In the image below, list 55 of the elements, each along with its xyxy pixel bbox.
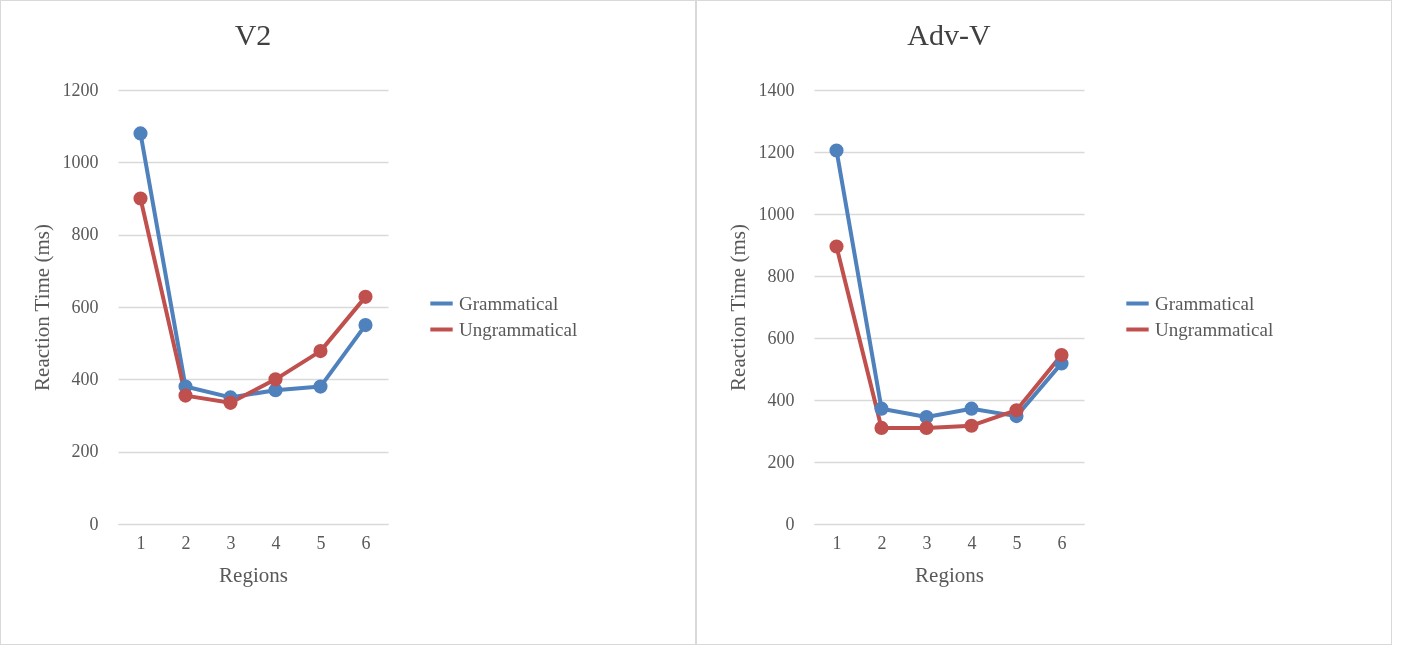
y-tick-label: 400: [71, 368, 99, 389]
point: [223, 395, 238, 410]
x-tick-label: 3: [922, 532, 932, 553]
point: [1054, 347, 1069, 363]
point: [313, 344, 328, 359]
y-tick-label: 800: [71, 224, 99, 245]
legend-label: Ungrammatical: [1155, 318, 1274, 340]
point: [358, 318, 373, 333]
x-axis-title: Regions: [915, 562, 984, 587]
x-tick-label: 6: [1057, 532, 1067, 553]
point: [358, 289, 373, 304]
x-tick-label: 5: [1012, 532, 1022, 553]
x-tick-label: 5: [316, 532, 326, 553]
point: [133, 126, 148, 141]
y-tick-label: 1000: [758, 203, 795, 224]
x-tick-label: 4: [967, 532, 977, 553]
y-tick-label: 1200: [62, 79, 99, 100]
x-tick-label: 4: [271, 532, 281, 553]
legend-label: Grammatical: [1155, 292, 1255, 314]
y-tick-label: 600: [71, 296, 99, 317]
x-tick-label: 2: [181, 532, 191, 553]
x-tick-label: 6: [361, 532, 371, 553]
y-tick-label: 0: [785, 513, 795, 534]
y-axis-title: Reaction Time (ms): [725, 224, 750, 391]
y-tick-label: 400: [767, 389, 795, 410]
y-tick-label: 1200: [758, 141, 795, 162]
y-tick-label: 200: [71, 441, 99, 462]
point: [919, 420, 934, 435]
point: [829, 239, 844, 254]
x-axis-title: Regions: [219, 562, 288, 587]
y-tick-label: 200: [767, 451, 795, 472]
y-tick-label: 800: [767, 265, 795, 286]
x-tick-label: 1: [136, 532, 146, 553]
point: [268, 372, 283, 387]
point: [964, 418, 979, 433]
y-tick-label: 600: [767, 327, 795, 348]
y-tick-label: 1000: [62, 151, 99, 172]
x-tick-label: 2: [877, 532, 887, 553]
point: [313, 379, 328, 394]
y-axis-title: Reaction Time (ms): [29, 224, 54, 391]
point: [178, 388, 193, 403]
x-tick-label: 1: [832, 532, 842, 553]
chart-title: Adv-V: [907, 18, 991, 51]
point: [964, 401, 979, 416]
point: [829, 143, 844, 158]
legend-label: Grammatical: [459, 292, 559, 314]
point: [874, 401, 889, 416]
x-tick-label: 3: [226, 532, 236, 553]
legend-label: Ungrammatical: [459, 318, 578, 340]
chart-title: V2: [234, 18, 272, 51]
point: [133, 191, 148, 206]
y-tick-label: 0: [89, 513, 99, 534]
y-tick-label: 1400: [758, 79, 795, 100]
point: [874, 420, 889, 435]
point: [1009, 403, 1024, 418]
